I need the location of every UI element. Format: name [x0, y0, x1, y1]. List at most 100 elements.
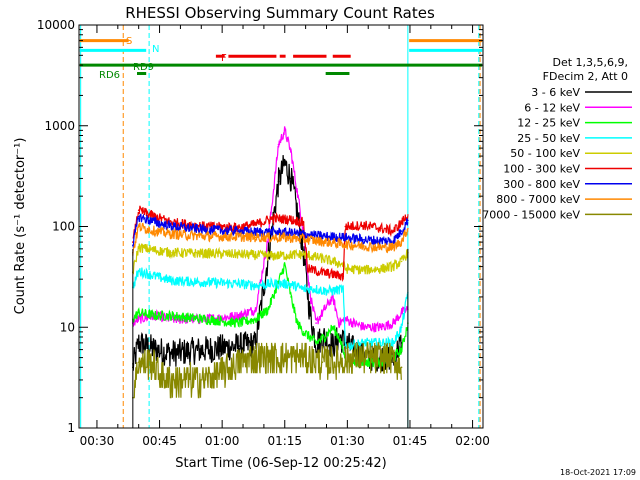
data-point — [302, 221, 305, 224]
data-point — [271, 356, 274, 359]
plot-underlay — [79, 25, 483, 428]
data-point — [284, 162, 286, 165]
data-point — [271, 217, 274, 220]
y-tick-label: 10 — [60, 320, 75, 334]
data-point — [338, 336, 340, 338]
data-point — [306, 268, 309, 270]
legend-label-12-25-kev: 12 - 25 keV — [517, 117, 580, 130]
legend-label-50-100-kev: 50 - 100 keV — [510, 147, 580, 160]
x-tick-label: 02:00 — [455, 434, 490, 448]
legend-label-7000-15000-kev: 7000 - 15000 keV — [482, 208, 580, 221]
data-point — [132, 244, 134, 247]
data-point — [392, 230, 395, 232]
data-point — [363, 224, 365, 226]
data-point — [137, 215, 140, 218]
data-point — [400, 240, 403, 242]
data-point — [332, 296, 334, 298]
data-point — [342, 275, 345, 278]
data-point — [321, 361, 324, 364]
data-point — [323, 308, 326, 311]
data-point — [296, 211, 299, 213]
series-800-7000-kev — [132, 222, 409, 256]
data-point — [238, 283, 240, 285]
data-point — [271, 231, 274, 233]
data-point — [204, 252, 207, 255]
data-point — [302, 253, 305, 256]
data-point — [204, 348, 207, 351]
data-point — [344, 268, 347, 270]
series-line-7000-15000-kev — [132, 342, 402, 399]
data-point — [137, 311, 140, 314]
series-300-800-kev — [132, 213, 409, 250]
data-point — [315, 322, 317, 324]
data-point — [309, 336, 311, 338]
data-point — [254, 318, 257, 321]
footer-timestamp: 18-Oct-2021 17:09 — [560, 468, 636, 477]
legend-label-6-12-kev: 6 - 12 keV — [524, 101, 580, 114]
data-point — [309, 288, 311, 290]
state-bar-label-rd9: RD9 — [133, 62, 154, 73]
data-point — [288, 283, 290, 285]
data-point — [363, 269, 365, 271]
data-point — [154, 348, 157, 351]
data-point — [400, 260, 403, 263]
data-point — [150, 361, 152, 364]
data-point — [338, 322, 340, 324]
data-point — [379, 227, 382, 230]
data-point — [137, 246, 140, 249]
data-point — [254, 231, 257, 233]
data-point — [342, 288, 345, 290]
data-point — [400, 366, 403, 369]
legend-header-line-2: FDecim 2, Att 0 — [543, 70, 628, 83]
series-50-100-kev — [132, 243, 409, 275]
data-point — [400, 230, 403, 232]
data-point — [154, 315, 157, 317]
data-point — [400, 311, 403, 314]
data-point — [271, 283, 274, 285]
series-line-25-50-kev — [132, 267, 409, 352]
data-point — [162, 379, 165, 381]
data-point — [284, 129, 286, 132]
series-line-50-100-kev — [132, 243, 409, 275]
data-point — [342, 243, 345, 245]
data-point — [171, 279, 173, 282]
state-bar-label-s: S — [126, 36, 132, 47]
data-point — [288, 237, 290, 239]
data-point — [379, 246, 382, 249]
data-point — [363, 326, 365, 329]
data-point — [288, 356, 290, 359]
data-point — [267, 308, 269, 311]
data-point — [323, 336, 326, 338]
data-point — [344, 225, 347, 228]
y-axis-label: Count Rate (s⁻¹ detector⁻¹) — [13, 138, 28, 315]
data-point — [271, 236, 274, 239]
y-tick-label: 100 — [52, 220, 75, 234]
data-point — [238, 345, 240, 347]
data-point — [288, 231, 290, 234]
state-bar-label-f: F — [221, 53, 227, 64]
data-point — [277, 143, 280, 146]
data-point — [332, 345, 334, 347]
data-point — [254, 236, 257, 239]
legend-label-300-800-kev: 300 - 800 keV — [503, 178, 580, 191]
data-point — [154, 230, 157, 232]
data-point — [323, 290, 326, 292]
data-point — [302, 331, 305, 333]
data-point — [179, 379, 182, 381]
legend: Det 1,3,5,6,9, FDecim 2, Att 0 3 - 6 keV… — [482, 56, 632, 221]
data-point — [171, 225, 173, 228]
legend-label-800-7000-kev: 800 - 7000 keV — [496, 193, 580, 206]
x-tick-label: 01:30 — [330, 434, 365, 448]
data-point — [204, 235, 207, 238]
data-point — [204, 318, 207, 321]
data-point — [277, 180, 280, 183]
x-tick-label: 01:00 — [205, 434, 240, 448]
data-point — [407, 227, 409, 230]
data-point — [379, 326, 382, 329]
data-point — [271, 255, 274, 257]
data-point — [221, 372, 223, 375]
data-point — [137, 361, 140, 364]
data-point — [321, 257, 324, 260]
data-point — [400, 326, 403, 329]
data-point — [154, 249, 157, 252]
